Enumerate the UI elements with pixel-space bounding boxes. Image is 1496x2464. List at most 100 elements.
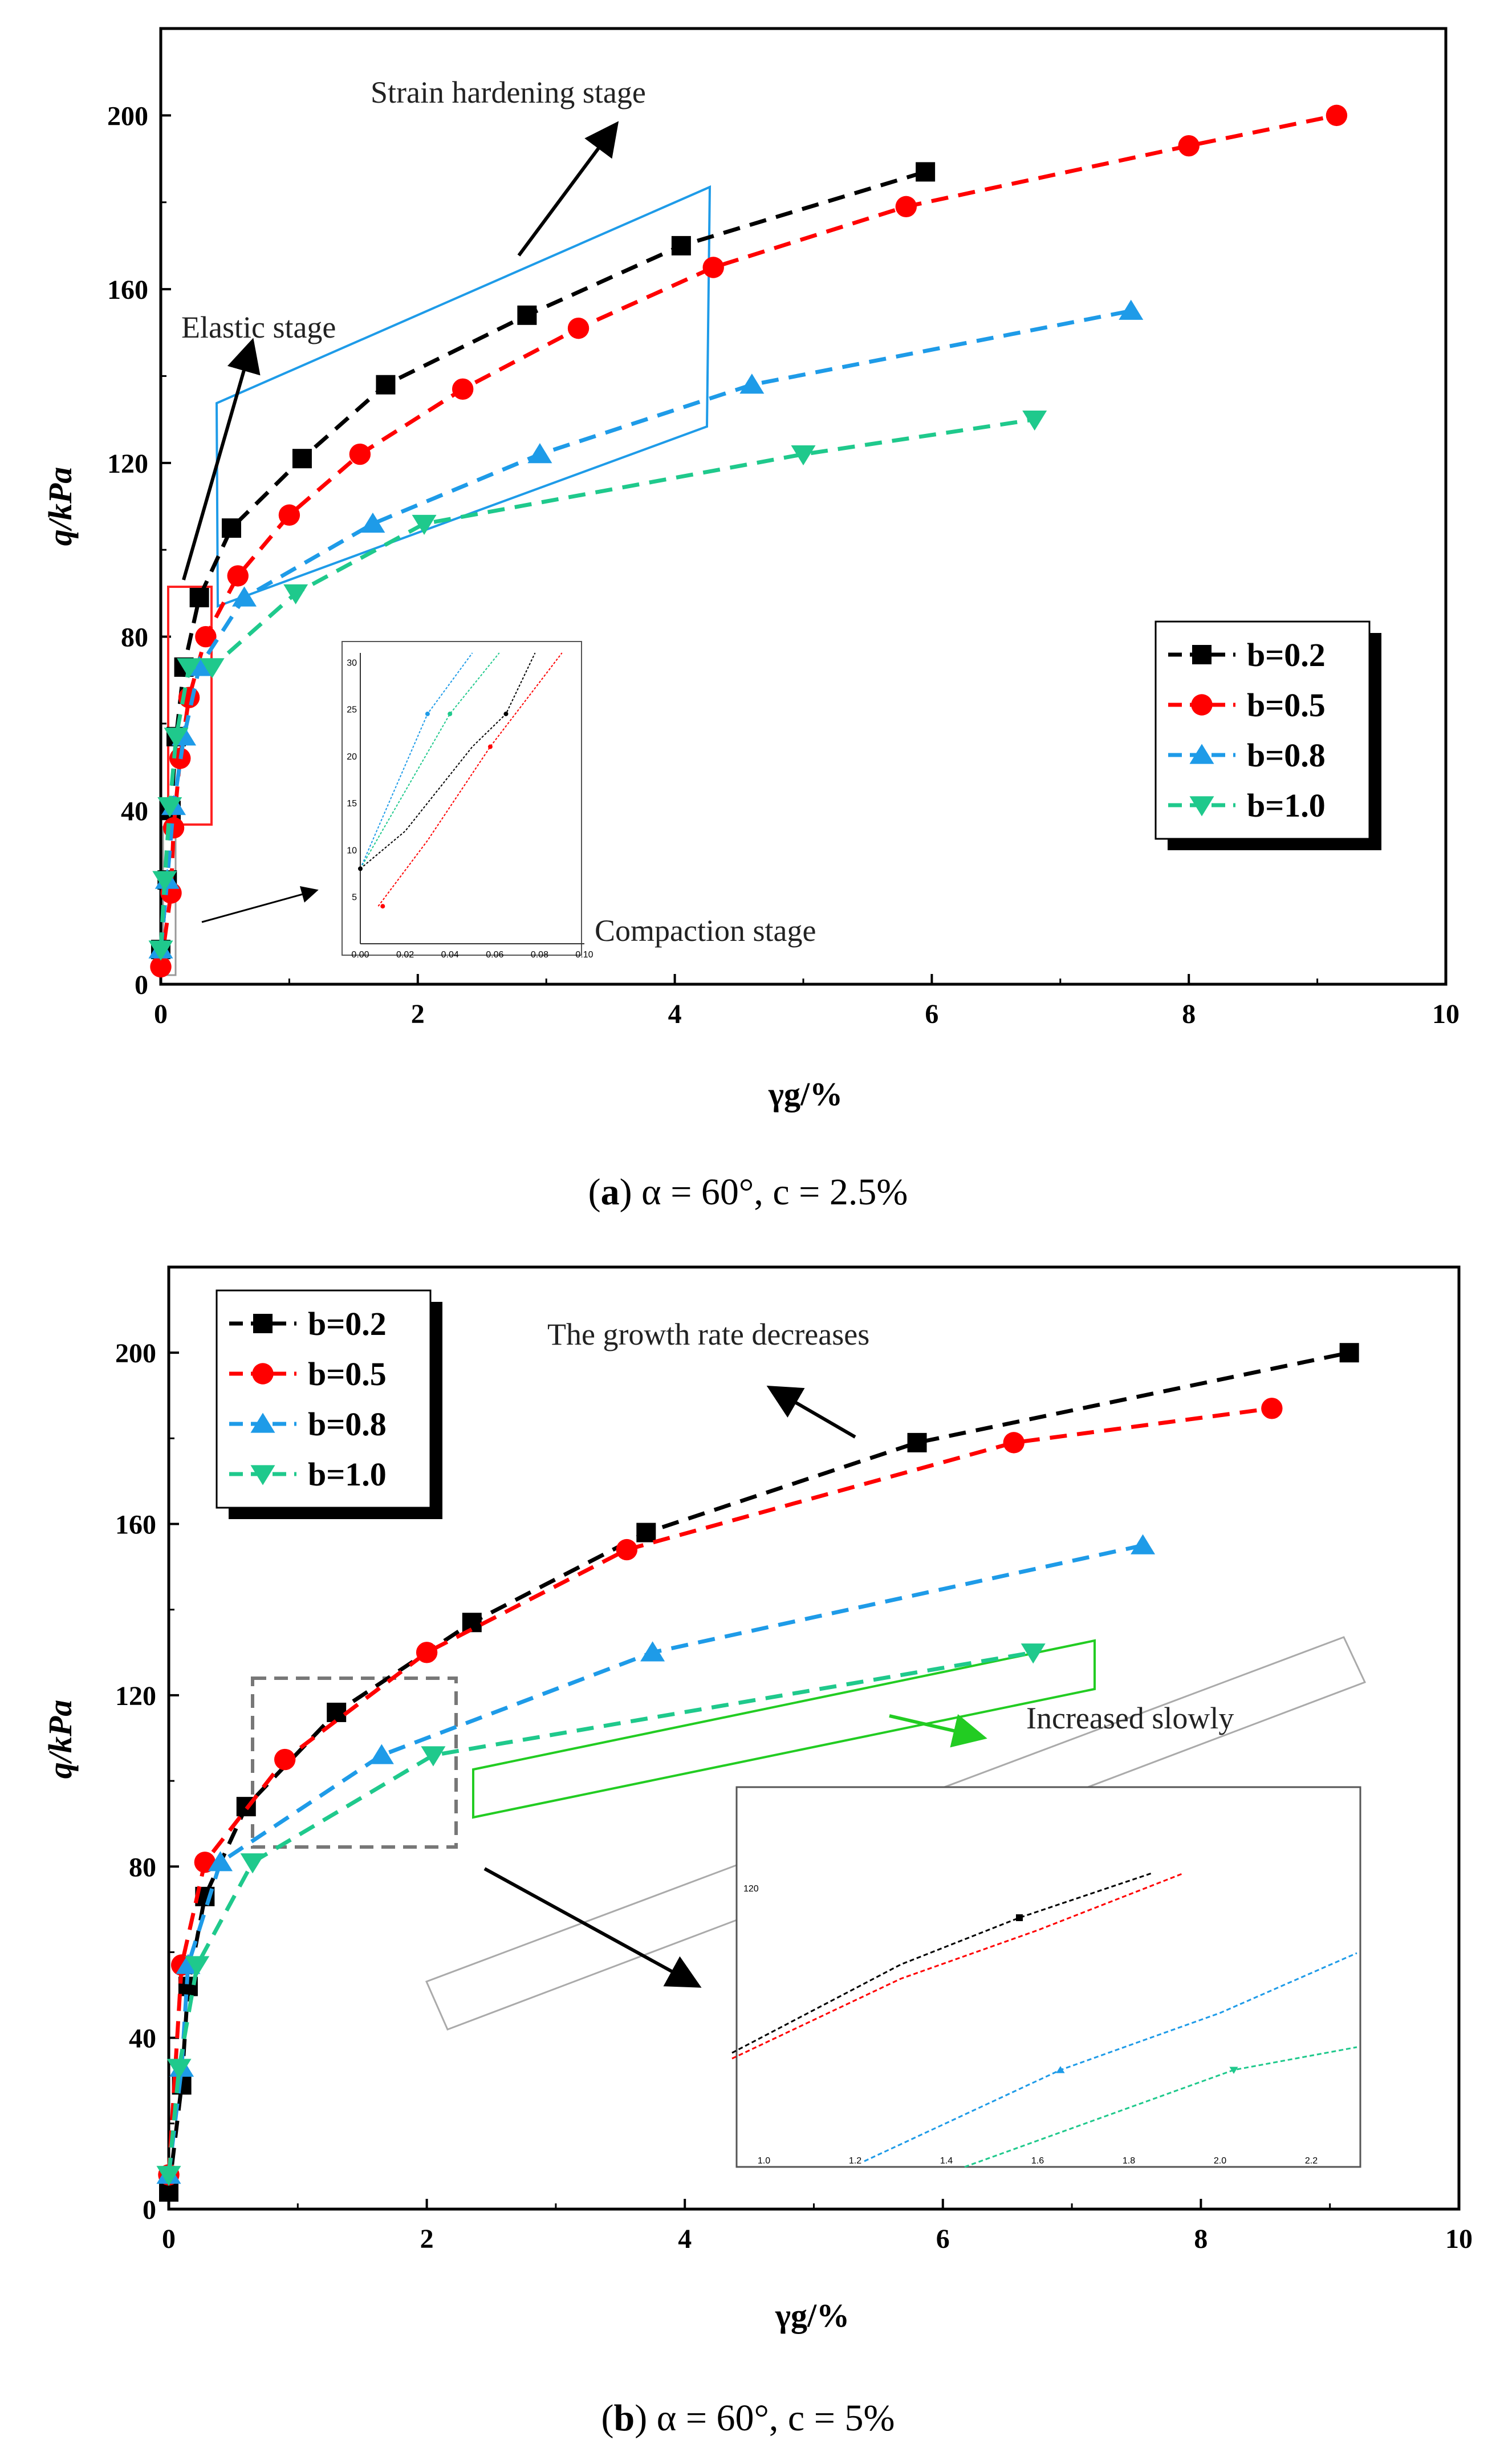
data-point (1326, 104, 1348, 127)
legend-marker (253, 1314, 273, 1333)
inset-x-tick-label: 1.8 (1123, 2156, 1135, 2166)
axis-ticks: 0 2 4 6 8 10 0 40 80 120 160 200 (115, 1338, 1473, 2254)
data-point (416, 1642, 438, 1663)
inset-frame (735, 1786, 1361, 2168)
series-line (166, 1406, 1273, 2175)
data-point (1022, 410, 1047, 431)
data-point (274, 1748, 296, 1771)
inset-x-tick-label: 1.4 (940, 2156, 953, 2166)
zoom-region-box (251, 1677, 458, 1849)
y-tick-label: 120 (115, 1681, 156, 1711)
compaction-stage-label: Compaction stage (595, 914, 816, 948)
elastic-box (167, 586, 213, 826)
data-point (517, 305, 537, 325)
inset-x-tick-label: 2.0 (1214, 2156, 1226, 2166)
legend-item[interactable]: b=0.5 (229, 1355, 387, 1393)
legend-item[interactable]: b=0.8 (1168, 737, 1326, 774)
y-tick-label: 80 (129, 1852, 156, 1882)
data-point (148, 940, 173, 961)
y-tick-label: 0 (135, 970, 148, 1000)
caption-b: (b) α = 60°, c = 5% (601, 2397, 895, 2439)
x-tick-label: 0 (162, 2224, 176, 2254)
data-point (194, 1852, 216, 1873)
data-point (916, 162, 936, 182)
data-point (283, 584, 308, 604)
legend-item[interactable]: b=0.5 (1168, 687, 1326, 724)
y-tick-label: 0 (143, 2195, 156, 2225)
data-point (739, 374, 765, 394)
data-point (702, 257, 724, 278)
inset-point (448, 711, 453, 716)
inset-x-tick-label: 2.2 (1305, 2156, 1318, 2166)
y-tick-label: 160 (115, 1510, 156, 1540)
legend-marker (1192, 645, 1212, 664)
data-point (327, 1702, 347, 1722)
legend-marker (252, 1363, 274, 1385)
data-point (152, 871, 177, 891)
y-axis: q/kPa (42, 1700, 79, 1779)
x-tick-label: 4 (678, 2224, 692, 2254)
y-tick-label: 40 (129, 2024, 156, 2054)
inset-b: 1.0 1.2 1.4 1.6 1.8 2.0 2.2 120 (731, 1786, 1361, 2168)
data-point (1119, 299, 1144, 320)
elastic-stage-arrow (182, 338, 261, 581)
strain-hardening-arrow (517, 121, 619, 257)
legend-item[interactable]: b=0.2 (1168, 636, 1326, 673)
inset-x-tick-label: 0.10 (575, 950, 593, 960)
inset-point (487, 744, 493, 749)
legend-items: b=0.2 b=0.5 b=0.8 b=1.0 (1168, 636, 1326, 824)
legend-item[interactable]: b=0.8 (229, 1406, 387, 1443)
data-point (292, 449, 312, 469)
axis-ticks: 0 2 4 6 8 10 0 40 80 120 160 200 (107, 101, 1460, 1029)
series-line (158, 170, 926, 950)
data-point (189, 587, 209, 607)
panel-a: q/kPa γg/% 0 2 4 6 8 10 0 40 80 120 160 200 Strain … (42, 27, 1460, 1113)
increased-slowly-label: Increased slowly (1026, 1701, 1234, 1735)
legend-label: b=1.0 (308, 1456, 387, 1493)
inset-point (1056, 2066, 1065, 2073)
inset-y-tick-label: 30 (347, 658, 357, 668)
caption-label: a (601, 1171, 620, 1213)
inset-y-tick-label: 15 (347, 799, 357, 809)
legend-label: b=0.5 (1247, 687, 1326, 724)
x-axis-title: γg/% (775, 2297, 849, 2334)
series-b=1.0 (156, 1643, 1046, 2186)
x-tick-label: 2 (411, 999, 425, 1029)
series-b=1.0 (148, 410, 1047, 961)
series-line (158, 113, 1338, 967)
legend-label: b=0.2 (1247, 636, 1326, 673)
legend-marker (1191, 694, 1213, 716)
legend-item[interactable]: b=1.0 (1168, 787, 1326, 824)
data-point (157, 797, 182, 818)
x-axis-title: γg/% (768, 1075, 843, 1113)
x-tick-label: 6 (925, 999, 938, 1029)
legend[interactable]: b=0.2 b=0.5 b=0.8 b=1.0 (216, 1289, 442, 1519)
legend-marker (1189, 744, 1214, 764)
data-point (369, 1744, 394, 1764)
strain-hardening-box (215, 185, 712, 608)
zoom-arrow (483, 1867, 702, 1988)
y-tick-label: 200 (115, 1338, 156, 1369)
inset-y-tick-label: 5 (352, 893, 357, 903)
growth-rate-label: The growth rate decreases (547, 1317, 869, 1351)
data-point (1021, 1643, 1046, 1664)
legend[interactable]: b=0.2 b=0.5 b=0.8 b=1.0 (1154, 620, 1381, 850)
growth-rate-box (425, 1636, 1367, 2031)
legend-item[interactable]: b=1.0 (229, 1456, 387, 1493)
x-tick-label: 0 (154, 999, 168, 1029)
data-point (195, 626, 217, 648)
legend-frame (1154, 620, 1371, 840)
x-tick-label: 2 (420, 2224, 434, 2254)
inset-x-tick-label: 0.02 (396, 950, 414, 960)
legend-item[interactable]: b=0.2 (229, 1305, 387, 1342)
data-point (150, 956, 172, 978)
increased-slowly-arrow (889, 1714, 987, 1748)
inset-point (425, 711, 430, 716)
legend-marker (250, 1412, 275, 1433)
legend-label: b=0.8 (308, 1406, 387, 1443)
data-point (166, 2059, 192, 2079)
inset-y-tick-label: 120 (743, 1884, 759, 1894)
caption-label: b (614, 2397, 635, 2439)
inset-y-tick-label: 25 (347, 705, 357, 715)
x-tick-label: 8 (1194, 2224, 1208, 2254)
